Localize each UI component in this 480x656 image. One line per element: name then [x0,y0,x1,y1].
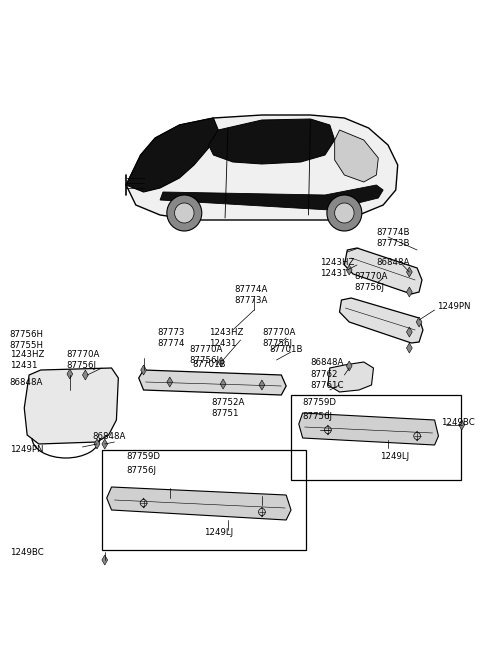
Polygon shape [218,357,224,367]
Polygon shape [407,287,412,297]
Text: 1249PN: 1249PN [436,302,470,311]
Polygon shape [126,118,218,192]
Text: 87770A
87756J: 87770A 87756J [66,350,99,370]
Text: 87759D: 87759D [303,398,336,407]
Polygon shape [160,185,383,210]
Polygon shape [346,265,352,275]
Text: 87759D: 87759D [126,452,160,461]
Text: 1243HZ
12431: 1243HZ 12431 [10,350,44,370]
Text: 86848A: 86848A [376,258,410,267]
Bar [102,450,306,550]
Polygon shape [167,377,173,387]
Polygon shape [414,431,420,441]
Polygon shape [416,317,422,327]
Polygon shape [339,298,423,343]
Text: 87770A
87756J: 87770A 87756J [354,272,387,292]
Polygon shape [83,370,88,380]
Polygon shape [107,487,291,520]
Polygon shape [407,327,412,337]
Polygon shape [259,507,265,517]
Circle shape [335,203,354,223]
Polygon shape [102,439,108,449]
Polygon shape [407,267,412,277]
Text: 86848A: 86848A [10,378,43,387]
Text: 86848A: 86848A [311,358,344,367]
Text: 87701B: 87701B [192,360,226,369]
Circle shape [414,432,420,440]
Text: 87770A
87756J: 87770A 87756J [262,328,295,348]
Polygon shape [141,365,146,375]
Text: 1249BC: 1249BC [442,418,475,427]
Polygon shape [344,248,422,294]
Circle shape [175,203,194,223]
Polygon shape [141,498,146,508]
Text: 86848A: 86848A [92,432,126,441]
Polygon shape [299,413,438,445]
Polygon shape [346,361,352,371]
Text: 87773
87774: 87773 87774 [157,328,185,348]
Polygon shape [126,115,398,220]
Polygon shape [325,425,331,435]
Text: 87756H
87755H: 87756H 87755H [10,330,44,350]
Polygon shape [209,119,335,164]
Text: 1249LJ: 1249LJ [380,452,409,461]
Text: 1249LJ: 1249LJ [204,528,233,537]
Polygon shape [459,420,465,430]
Text: 87774B
87773B: 87774B 87773B [376,228,410,248]
Polygon shape [328,362,373,392]
Text: 87774A
87773A: 87774A 87773A [235,285,268,305]
Text: 1243HZ
12431: 1243HZ 12431 [320,258,355,278]
Polygon shape [259,380,265,390]
Circle shape [140,499,147,506]
Polygon shape [220,379,226,389]
Polygon shape [335,130,378,182]
Text: 87770A
87756J: 87770A 87756J [189,345,223,365]
Polygon shape [67,369,73,379]
Polygon shape [407,343,412,353]
Circle shape [324,426,331,434]
Polygon shape [102,555,108,565]
Text: 1243HZ
12431: 1243HZ 12431 [209,328,243,348]
Polygon shape [24,368,119,444]
Text: 1249PN: 1249PN [10,445,43,454]
Polygon shape [139,370,286,395]
Circle shape [259,508,265,516]
Circle shape [167,195,202,231]
Text: 1249BC: 1249BC [10,548,44,557]
Text: 87756J: 87756J [126,466,156,475]
Circle shape [327,195,362,231]
Text: 87752A
87751: 87752A 87751 [212,398,245,418]
Text: 87756J: 87756J [303,412,333,421]
Text: 87762
87761C: 87762 87761C [311,370,344,390]
Polygon shape [94,439,100,449]
Bar [291,395,461,480]
Text: 87701B: 87701B [270,345,303,354]
